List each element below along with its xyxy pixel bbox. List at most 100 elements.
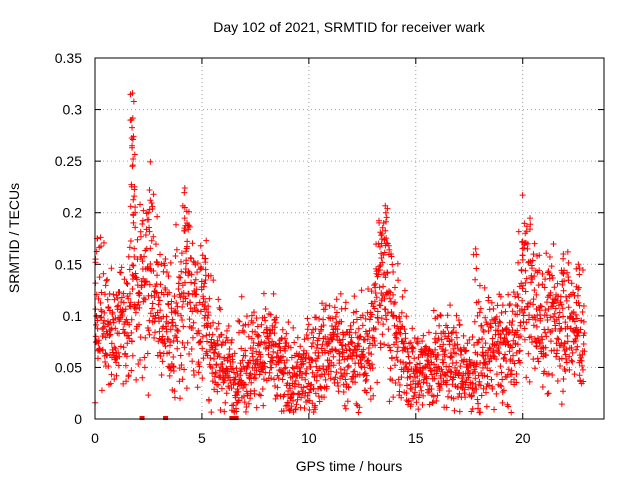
data-point xyxy=(530,296,537,303)
data-point xyxy=(154,213,161,220)
data-point xyxy=(98,314,105,321)
data-point xyxy=(223,390,230,397)
data-point xyxy=(136,304,143,311)
data-point xyxy=(316,398,323,405)
data-point xyxy=(520,312,527,319)
data-point xyxy=(309,369,316,376)
data-point xyxy=(342,405,349,412)
data-point xyxy=(394,357,401,364)
data-point xyxy=(495,348,502,355)
data-point xyxy=(322,376,329,383)
data-point xyxy=(422,364,429,371)
y-tick-label: 0.25 xyxy=(55,153,82,169)
data-point xyxy=(248,335,255,342)
data-point xyxy=(190,319,197,326)
data-point xyxy=(470,389,477,396)
data-point xyxy=(340,388,347,395)
data-point xyxy=(192,276,199,283)
data-point xyxy=(469,405,476,412)
data-point xyxy=(512,302,519,309)
data-point xyxy=(310,334,317,341)
data-point xyxy=(569,358,576,365)
data-point xyxy=(465,374,472,381)
data-point xyxy=(188,279,195,286)
data-point xyxy=(102,359,109,366)
data-point xyxy=(211,355,218,362)
data-point xyxy=(120,299,127,306)
data-point xyxy=(432,330,439,337)
data-point xyxy=(398,394,405,401)
peak-point xyxy=(129,136,136,143)
data-point xyxy=(232,373,239,380)
data-point xyxy=(413,361,420,368)
data-point xyxy=(147,245,154,252)
data-point xyxy=(389,377,396,384)
data-point xyxy=(243,313,250,320)
data-point xyxy=(428,386,435,393)
data-point xyxy=(530,356,537,363)
data-point xyxy=(126,335,133,342)
data-point xyxy=(304,326,311,333)
data-point xyxy=(294,359,301,366)
data-point xyxy=(96,345,103,352)
data-point xyxy=(101,317,108,324)
data-point xyxy=(475,298,482,305)
data-point xyxy=(186,316,193,323)
data-point xyxy=(140,275,147,282)
data-point xyxy=(418,346,425,353)
data-point xyxy=(300,384,307,391)
data-point xyxy=(286,369,293,376)
x-tick-label: 5 xyxy=(198,430,206,446)
data-point xyxy=(247,373,254,380)
data-point xyxy=(175,285,182,292)
data-point xyxy=(150,233,157,240)
data-point xyxy=(187,299,194,306)
data-point xyxy=(489,335,496,342)
data-point xyxy=(274,349,281,356)
data-point xyxy=(146,228,153,235)
data-point xyxy=(446,363,453,370)
data-point xyxy=(501,354,508,361)
data-point xyxy=(517,333,524,340)
data-point xyxy=(223,365,230,372)
data-point xyxy=(353,308,360,315)
data-point xyxy=(512,340,519,347)
data-point xyxy=(169,319,176,326)
data-point xyxy=(552,305,559,312)
data-point xyxy=(469,334,476,341)
data-point xyxy=(207,272,214,279)
data-point xyxy=(146,331,153,338)
data-point xyxy=(98,306,105,313)
data-point xyxy=(320,316,327,323)
data-point xyxy=(262,306,269,313)
data-point xyxy=(390,394,397,401)
data-point xyxy=(157,281,164,288)
data-point xyxy=(210,319,217,326)
data-point xyxy=(125,253,132,260)
data-point xyxy=(342,376,349,383)
data-point xyxy=(235,397,242,404)
data-point xyxy=(565,259,572,266)
data-point xyxy=(395,277,402,284)
data-point xyxy=(139,217,146,224)
data-point xyxy=(488,376,495,383)
data-point xyxy=(215,350,222,357)
data-point xyxy=(350,319,357,326)
data-point xyxy=(434,338,441,345)
data-point xyxy=(573,324,580,331)
data-point xyxy=(231,369,238,376)
data-point xyxy=(382,306,389,313)
data-point xyxy=(389,312,396,319)
data-point xyxy=(530,301,537,308)
data-point xyxy=(165,273,172,280)
data-point xyxy=(547,338,554,345)
data-point xyxy=(335,382,342,389)
data-point xyxy=(335,388,342,395)
data-point xyxy=(396,329,403,336)
data-point xyxy=(411,393,418,400)
data-point xyxy=(176,378,183,385)
data-point xyxy=(456,321,463,328)
data-point xyxy=(312,358,319,365)
data-point xyxy=(226,353,233,360)
data-point xyxy=(509,318,516,325)
